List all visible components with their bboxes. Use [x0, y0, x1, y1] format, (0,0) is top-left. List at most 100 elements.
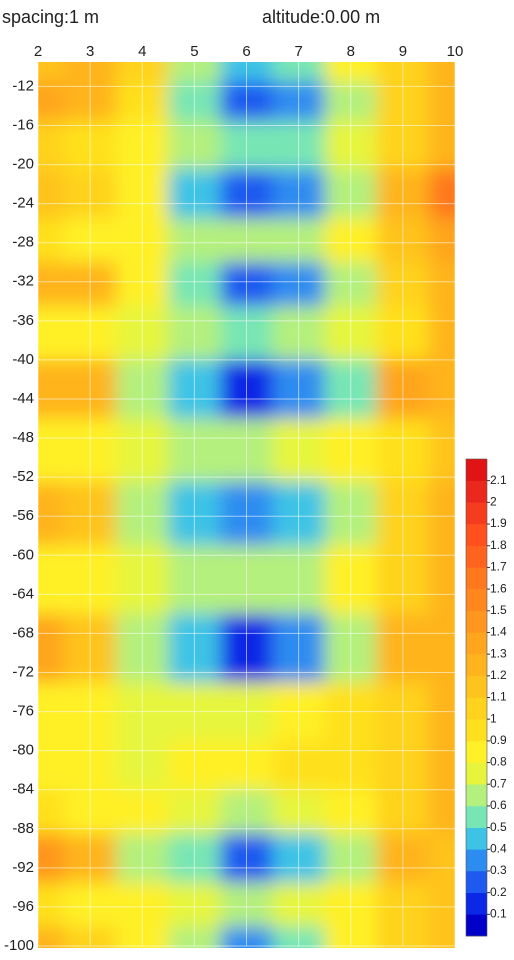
x-tick-label: 4	[138, 43, 146, 60]
x-tick-label: 7	[294, 43, 302, 60]
colorbar-band	[466, 632, 487, 655]
colorbar-tick-label: 0.4	[490, 841, 507, 855]
contour-cell	[38, 169, 65, 219]
contour-cell	[428, 359, 455, 420]
colorbar-tick-label: 0.9	[490, 733, 507, 747]
contour-cell	[428, 218, 455, 263]
contour-cell	[38, 833, 65, 884]
x-tick-label: 8	[347, 43, 355, 60]
y-tick-label: -60	[12, 546, 34, 563]
altitude-label: altitude:0.00 m	[262, 7, 380, 27]
contour-cell	[428, 545, 455, 615]
contour-cell	[428, 740, 455, 791]
y-tick-label: -52	[12, 468, 34, 485]
y-tick-label: -80	[12, 742, 34, 759]
colorbar-band	[466, 459, 487, 481]
colorbar-band	[466, 870, 487, 893]
contour-cell	[38, 613, 65, 683]
contour-cell	[428, 169, 455, 219]
spacing-label: spacing:1 m	[2, 7, 99, 27]
contour-cell	[38, 306, 65, 361]
y-tick-label: -16	[12, 116, 34, 133]
contour-cell	[428, 882, 455, 927]
contour-cell	[428, 81, 455, 122]
y-tick-label: -56	[12, 507, 34, 524]
colorbar-band	[466, 545, 487, 568]
y-tick-label: -68	[12, 624, 34, 641]
colorbar-tick-label: 0.1	[490, 906, 507, 920]
contour-cell	[38, 545, 65, 615]
y-tick-label: -28	[12, 234, 34, 251]
y-tick-label: -20	[12, 156, 34, 173]
colorbar-tick-label: 1.1	[490, 690, 507, 704]
colorbar-tick-label: 0.5	[490, 820, 507, 834]
contour-cell	[38, 81, 65, 122]
colorbar-tick-label: 1.3	[490, 646, 507, 660]
y-tick-label: -12	[12, 77, 34, 94]
contour-cell	[38, 789, 65, 835]
contour-cell	[428, 262, 455, 307]
x-tick-label: 3	[86, 43, 94, 60]
y-tick-label: -44	[12, 390, 34, 407]
colorbar-band	[466, 827, 487, 850]
colorbar-band	[466, 762, 487, 785]
contour-cell	[428, 306, 455, 361]
colorbar-band	[466, 914, 487, 937]
colorbar-band	[466, 654, 487, 677]
y-tick-label: -76	[12, 703, 34, 720]
contour-cell	[428, 418, 455, 483]
colorbar-band	[466, 719, 487, 742]
contour-cell	[428, 833, 455, 884]
contour-cell	[38, 482, 65, 547]
contour-cell	[428, 62, 455, 83]
colorbar-tick-label: 0.2	[490, 885, 507, 899]
contour-cell	[428, 613, 455, 683]
x-tick-label: 5	[190, 43, 198, 60]
y-tick-label: -88	[12, 820, 34, 837]
y-tick-label: -100	[4, 937, 34, 954]
y-tick-label: -40	[12, 351, 34, 368]
y-tick-label: -92	[12, 859, 34, 876]
y-tick-label: -36	[12, 312, 34, 329]
colorbar-tick-label: 0.6	[490, 798, 507, 812]
y-tick-label: -24	[12, 195, 34, 212]
colorbar-band	[466, 480, 487, 503]
y-tick-label: -96	[12, 898, 34, 915]
colorbar-tick-label: 1.9	[490, 516, 507, 530]
contour-cell	[38, 62, 65, 83]
contour-cell	[38, 740, 65, 791]
contour-cell	[38, 926, 65, 948]
axes: 2 3 4 5 6 7 8 9 10 -12 -16 -20 -24 -28 -32 -36 -40 -44 -48…	[4, 43, 507, 954]
colorbar-band	[466, 502, 487, 525]
colorbar-tick-label: 1	[490, 711, 497, 725]
colorbar-tick-label: 1.5	[490, 603, 507, 617]
colorbar-band	[466, 524, 487, 547]
contour-cell	[38, 262, 65, 307]
colorbar-band	[466, 784, 487, 807]
y-tick-label: -72	[12, 663, 34, 680]
colorbar-tick-label: 2	[490, 495, 497, 509]
colorbar-tick-label: 1.8	[490, 538, 507, 552]
contour-cell	[38, 120, 65, 170]
colorbar-tick-label: 0.3	[490, 863, 507, 877]
contour-cell	[428, 789, 455, 835]
colorbar-tick-label: 1.7	[490, 560, 507, 574]
x-tick-label: 10	[447, 43, 464, 60]
colorbar-band	[466, 805, 487, 828]
colorbar-band	[466, 740, 487, 763]
x-tick-label: 2	[34, 43, 42, 60]
colorbar-tick-label: 0.8	[490, 755, 507, 769]
colorbar-band	[466, 675, 487, 698]
contour-cell	[38, 359, 65, 420]
contour-cell	[38, 418, 65, 483]
y-tick-label: -84	[12, 781, 34, 798]
colorbar-band	[466, 697, 487, 720]
y-tick-label: -48	[12, 429, 34, 446]
colorbar-band	[466, 589, 487, 612]
colorbar-tick-label: 0.7	[490, 776, 507, 790]
colorbar-tick-label: 2.1	[490, 473, 507, 487]
colorbar-tick-label: 1.4	[490, 625, 507, 639]
colorbar-tick-label: 1.2	[490, 668, 507, 682]
y-tick-label: -64	[12, 585, 34, 602]
colorbar-tick-label: 1.6	[490, 581, 507, 595]
